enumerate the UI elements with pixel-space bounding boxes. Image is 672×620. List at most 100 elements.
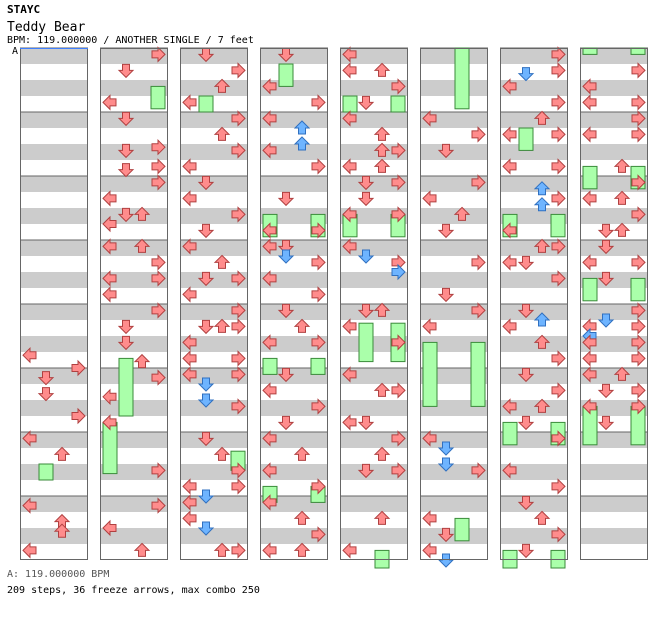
left-arrow-icon xyxy=(422,318,437,335)
right-arrow-icon xyxy=(551,478,566,495)
left-arrow-icon xyxy=(262,238,277,255)
left-arrow-icon xyxy=(102,190,117,207)
right-arrow-icon xyxy=(311,222,326,239)
chart-column-2 xyxy=(100,46,168,560)
right-arrow-icon xyxy=(551,190,566,207)
left-arrow-icon xyxy=(342,110,357,127)
up-arrow-icon xyxy=(533,510,551,525)
artist-name: STAYC xyxy=(7,3,41,16)
left-arrow-icon xyxy=(502,254,517,271)
chart-column-8 xyxy=(580,47,648,560)
left-arrow-icon xyxy=(582,398,597,415)
right-arrow-icon xyxy=(151,302,166,319)
right-arrow-icon xyxy=(551,46,566,63)
down-arrow-icon xyxy=(277,415,295,431)
left-arrow-icon xyxy=(182,158,197,175)
chart-column-5 xyxy=(340,46,408,569)
down-arrow-icon xyxy=(437,441,455,456)
up-arrow-icon xyxy=(533,334,551,349)
up-arrow-icon xyxy=(373,126,391,141)
up-arrow-icon xyxy=(213,126,231,141)
right-arrow-icon xyxy=(311,286,326,303)
up-arrow-icon xyxy=(533,398,551,413)
down-arrow-icon xyxy=(597,271,615,287)
left-arrow-icon xyxy=(262,382,277,399)
up-arrow-icon xyxy=(373,446,391,461)
freeze-arrow xyxy=(502,421,518,446)
chart-column-4 xyxy=(260,47,328,560)
left-arrow-icon xyxy=(582,350,597,367)
left-arrow-icon xyxy=(502,78,517,95)
freeze-arrow xyxy=(358,322,374,363)
song-title: Teddy Bear xyxy=(7,20,86,35)
right-arrow-icon xyxy=(151,369,166,386)
left-arrow-icon xyxy=(262,142,277,159)
freeze-arrow xyxy=(38,463,54,481)
left-arrow-icon xyxy=(182,510,197,527)
up-arrow-icon xyxy=(453,206,471,221)
freeze-arrow xyxy=(582,165,598,190)
left-arrow-icon xyxy=(342,206,357,223)
up-arrow-icon xyxy=(533,312,551,327)
step-stats: 209 steps, 36 freeze arrows, max combo 2… xyxy=(7,585,260,596)
up-arrow-icon xyxy=(293,318,311,333)
chart-column-6 xyxy=(420,47,488,568)
down-arrow-icon xyxy=(357,415,375,431)
right-arrow-icon xyxy=(631,382,646,399)
left-arrow-icon xyxy=(102,286,117,303)
left-arrow-icon xyxy=(22,430,37,447)
left-arrow-icon xyxy=(182,350,197,367)
right-arrow-icon xyxy=(231,270,246,287)
up-arrow-icon xyxy=(133,238,151,253)
down-arrow-icon xyxy=(197,377,215,392)
left-arrow-icon xyxy=(22,346,37,364)
freeze-arrow xyxy=(422,341,438,407)
up-arrow-icon xyxy=(373,158,391,173)
right-arrow-icon xyxy=(631,62,646,79)
right-arrow-icon xyxy=(471,126,486,143)
down-arrow-icon xyxy=(517,367,535,383)
down-arrow-icon xyxy=(517,303,535,319)
up-arrow-icon xyxy=(53,446,71,461)
left-arrow-icon xyxy=(182,334,197,351)
right-arrow-icon xyxy=(391,142,406,159)
right-arrow-icon xyxy=(231,302,246,319)
right-arrow-icon xyxy=(311,478,326,495)
up-arrow-icon xyxy=(213,446,231,461)
down-arrow-icon xyxy=(597,415,615,431)
down-arrow-icon xyxy=(197,223,215,239)
right-arrow-icon xyxy=(631,398,646,415)
left-arrow-icon xyxy=(102,238,117,255)
right-arrow-icon xyxy=(151,46,166,63)
up-arrow-icon xyxy=(373,142,391,157)
right-arrow-icon xyxy=(391,78,406,95)
down-arrow-icon xyxy=(277,239,295,255)
left-arrow-icon xyxy=(422,542,437,559)
right-arrow-icon xyxy=(311,334,326,351)
left-arrow-icon xyxy=(582,366,597,383)
left-arrow-icon xyxy=(342,542,357,559)
freeze-arrow xyxy=(454,517,470,542)
down-arrow-icon xyxy=(117,207,135,223)
left-arrow-icon xyxy=(342,46,357,63)
freeze-arrow xyxy=(342,95,358,113)
right-arrow-icon xyxy=(231,478,246,495)
down-arrow-icon xyxy=(37,371,55,386)
down-arrow-icon xyxy=(277,191,295,207)
down-arrow-icon xyxy=(437,223,455,239)
right-arrow-icon xyxy=(231,62,246,79)
freeze-arrow xyxy=(630,277,646,302)
right-arrow-icon xyxy=(631,206,646,223)
left-arrow-icon xyxy=(422,510,437,527)
right-arrow-icon xyxy=(631,110,646,127)
right-arrow-icon xyxy=(391,334,406,351)
left-arrow-icon xyxy=(582,126,597,143)
left-arrow-icon xyxy=(22,542,37,559)
down-arrow-icon xyxy=(117,319,135,335)
up-arrow-icon xyxy=(613,158,631,173)
up-arrow-icon xyxy=(613,366,631,381)
right-arrow-icon xyxy=(551,158,566,175)
left-arrow-icon xyxy=(262,542,277,559)
down-arrow-icon xyxy=(437,527,455,543)
